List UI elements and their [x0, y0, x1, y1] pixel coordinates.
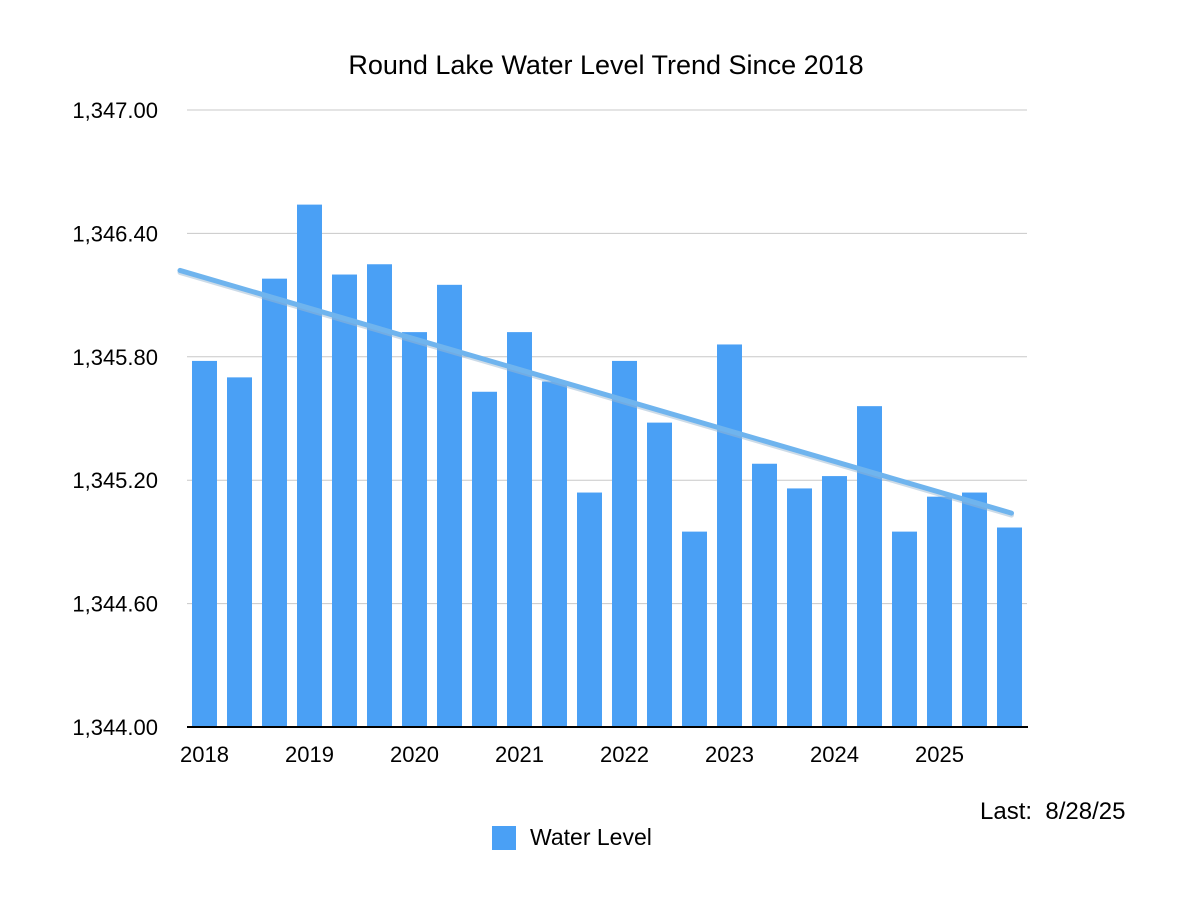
- legend: Water Level: [492, 824, 652, 851]
- bar: [857, 406, 882, 727]
- bar: [332, 274, 357, 727]
- x-tick-label: 2022: [600, 742, 649, 767]
- y-tick-label: 1,345.20: [72, 468, 158, 493]
- legend-swatch: [492, 825, 516, 850]
- x-tick-label: 2019: [285, 742, 334, 767]
- bar: [647, 422, 672, 727]
- last-updated-date: 8/28/25: [1045, 798, 1126, 825]
- x-tick-label: 2023: [705, 742, 754, 767]
- bar: [612, 360, 637, 727]
- y-tick-label: 1,344.00: [72, 715, 158, 740]
- bar: [192, 360, 217, 727]
- y-tick-label: 1,345.80: [72, 345, 158, 370]
- bar: [402, 332, 427, 727]
- bar: [787, 488, 812, 727]
- chart-title: Round Lake Water Level Trend Since 2018: [348, 50, 864, 80]
- trendline: [177, 267, 1014, 516]
- bar: [927, 496, 952, 727]
- bar: [577, 492, 602, 727]
- x-tick-label: 2024: [810, 742, 859, 767]
- bar: [892, 531, 917, 727]
- legend-label: Water Level: [530, 824, 652, 850]
- bar: [542, 381, 567, 727]
- bar: [962, 492, 987, 727]
- x-tick-label: 2021: [495, 742, 544, 767]
- bar: [297, 204, 322, 727]
- bar: [262, 278, 287, 727]
- bar: [227, 377, 252, 727]
- y-tick-label: 1,346.40: [72, 221, 158, 246]
- bar: [472, 391, 497, 727]
- bar: [717, 344, 742, 727]
- y-tick-label: 1,344.60: [72, 592, 158, 617]
- x-tick-label: 2025: [915, 742, 964, 767]
- bar: [682, 531, 707, 727]
- x-tick-label: 2018: [180, 742, 229, 767]
- last-updated-label: Last:: [980, 798, 1033, 825]
- x-tick-label: 2020: [390, 742, 439, 767]
- bar: [822, 476, 847, 727]
- bar: [367, 264, 392, 727]
- bar: [752, 463, 777, 727]
- bar: [437, 284, 462, 727]
- bar: [507, 332, 532, 727]
- last-updated-note: Last: 8/28/25: [980, 798, 1125, 826]
- y-tick-label: 1,347.00: [72, 98, 158, 123]
- bar: [997, 527, 1022, 727]
